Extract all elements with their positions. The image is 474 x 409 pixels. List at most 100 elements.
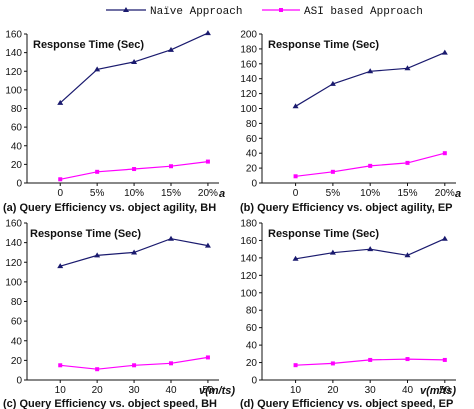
data-point-asi bbox=[95, 367, 100, 372]
chart-title: Response Time (Sec) bbox=[30, 228, 141, 240]
y-tick-label: 140 bbox=[5, 48, 22, 59]
x-tick-label: 15% bbox=[397, 188, 417, 199]
data-point-naive bbox=[168, 46, 174, 52]
legend-naive-label: Naïve Approach bbox=[150, 6, 242, 18]
y-tick-label: 80 bbox=[246, 306, 258, 317]
y-tick-label: 140 bbox=[240, 253, 257, 264]
y-tick-label: 160 bbox=[5, 30, 22, 41]
data-point-asi bbox=[442, 357, 447, 362]
y-tick-label: 160 bbox=[240, 236, 257, 247]
data-point-naive bbox=[131, 58, 138, 64]
y-tick-label: 0 bbox=[16, 376, 22, 387]
y-tick-label: 80 bbox=[11, 297, 23, 308]
data-point-naive bbox=[57, 263, 64, 269]
y-tick-label: 160 bbox=[5, 219, 22, 230]
data-point-asi bbox=[132, 167, 137, 172]
y-tick-label: 120 bbox=[5, 67, 22, 78]
y-tick-label: 40 bbox=[246, 149, 258, 160]
data-point-asi bbox=[442, 151, 447, 156]
x-tick-label: 10 bbox=[290, 385, 302, 396]
data-point-asi bbox=[95, 169, 100, 174]
y-tick-label: 100 bbox=[240, 104, 257, 115]
y-tick-label: 80 bbox=[246, 119, 258, 130]
data-point-asi bbox=[293, 363, 298, 368]
y-tick-label: 0 bbox=[16, 179, 22, 190]
x-axis-name: v(m/ts) bbox=[199, 385, 235, 397]
y-tick-label: 180 bbox=[240, 44, 257, 55]
data-point-asi bbox=[58, 177, 63, 182]
x-tick-label: 30 bbox=[365, 385, 377, 396]
y-tick-label: 100 bbox=[240, 288, 257, 299]
y-tick-label: 140 bbox=[5, 238, 22, 249]
y-tick-label: 60 bbox=[246, 134, 258, 145]
data-point-asi bbox=[330, 169, 335, 174]
data-point-asi bbox=[405, 160, 410, 165]
x-tick-label: 0 bbox=[57, 188, 63, 199]
y-tick-label: 0 bbox=[251, 376, 257, 387]
y-tick-label: 200 bbox=[240, 30, 257, 41]
legend: Naïve Approach ASI based Approach bbox=[106, 6, 423, 18]
y-tick-label: 20 bbox=[246, 164, 258, 175]
legend-asi-label: ASI based Approach bbox=[304, 6, 423, 18]
y-tick-label: 20 bbox=[246, 358, 258, 369]
y-tick-label: 0 bbox=[251, 179, 257, 190]
x-tick-label: 5% bbox=[90, 188, 105, 199]
data-point-asi bbox=[132, 363, 137, 368]
x-axis-name: a bbox=[219, 188, 225, 200]
chart-panel-4: 0 20 40 60 80 100 120 140 160 180 10 20 30 40 50v(m/ts… bbox=[240, 219, 456, 409]
data-point-asi bbox=[293, 174, 298, 179]
data-point-naive bbox=[404, 252, 411, 258]
x-tick-label: 10% bbox=[124, 188, 144, 199]
y-tick-label: 100 bbox=[5, 277, 22, 288]
y-tick-label: 20 bbox=[11, 356, 23, 367]
data-point-asi bbox=[368, 357, 373, 362]
data-point-asi bbox=[368, 163, 373, 168]
x-tick-label: 20% bbox=[435, 188, 455, 199]
y-tick-label: 20 bbox=[11, 160, 23, 171]
x-tick-label: 40 bbox=[402, 385, 414, 396]
x-tick-label: 50 bbox=[202, 385, 214, 396]
data-point-asi bbox=[169, 164, 173, 169]
data-point-asi bbox=[330, 361, 335, 366]
data-point-naive bbox=[168, 235, 174, 241]
data-point-naive bbox=[94, 252, 101, 258]
chart-panel-3: 0 20 40 60 80 100 120 140 160 10 20 30 40 50v(m/ts) Re… bbox=[3, 219, 235, 409]
data-point-naive bbox=[204, 242, 211, 248]
x-tick-label: 10 bbox=[55, 385, 67, 396]
data-point-naive bbox=[94, 66, 101, 72]
y-tick-label: 40 bbox=[246, 341, 258, 352]
data-point-naive bbox=[367, 246, 374, 252]
data-point-naive bbox=[404, 65, 411, 71]
chart-caption: (a) Query Efficiency vs. object agility,… bbox=[3, 202, 216, 214]
chart-panel-2: 0 20 40 60 80 100 120 140 160 180 200 0 5% 10% 15% 20% a… bbox=[240, 30, 461, 215]
data-point-asi bbox=[58, 363, 63, 368]
y-tick-label: 140 bbox=[240, 74, 257, 85]
y-tick-label: 180 bbox=[240, 219, 257, 230]
x-axis-name: v(m/ts) bbox=[420, 385, 456, 397]
y-tick-label: 60 bbox=[11, 123, 23, 134]
chart-caption: (c) Query Efficiency vs. object speed, B… bbox=[3, 398, 217, 409]
chart-title: Response Time (Sec) bbox=[268, 39, 379, 51]
y-tick-label: 120 bbox=[240, 89, 257, 100]
x-tick-label: 15% bbox=[161, 188, 181, 199]
x-tick-label: 20% bbox=[198, 188, 218, 199]
x-axis-name: a bbox=[455, 188, 461, 200]
x-tick-label: 20 bbox=[327, 385, 339, 396]
y-tick-label: 160 bbox=[240, 59, 257, 70]
data-point-naive bbox=[292, 103, 299, 109]
x-tick-label: 30 bbox=[129, 385, 141, 396]
data-point-naive bbox=[441, 49, 448, 55]
y-tick-label: 120 bbox=[240, 271, 257, 282]
series-line-naive bbox=[295, 52, 446, 107]
y-tick-label: 100 bbox=[5, 85, 22, 96]
x-tick-label: 50 bbox=[439, 385, 451, 396]
data-point-asi bbox=[205, 159, 210, 164]
y-tick-label: 40 bbox=[11, 141, 23, 152]
data-point-asi bbox=[169, 361, 173, 366]
y-tick-label: 120 bbox=[5, 258, 22, 269]
x-tick-label: 5% bbox=[326, 188, 341, 199]
data-point-naive bbox=[204, 30, 211, 36]
y-tick-label: 60 bbox=[246, 323, 258, 334]
